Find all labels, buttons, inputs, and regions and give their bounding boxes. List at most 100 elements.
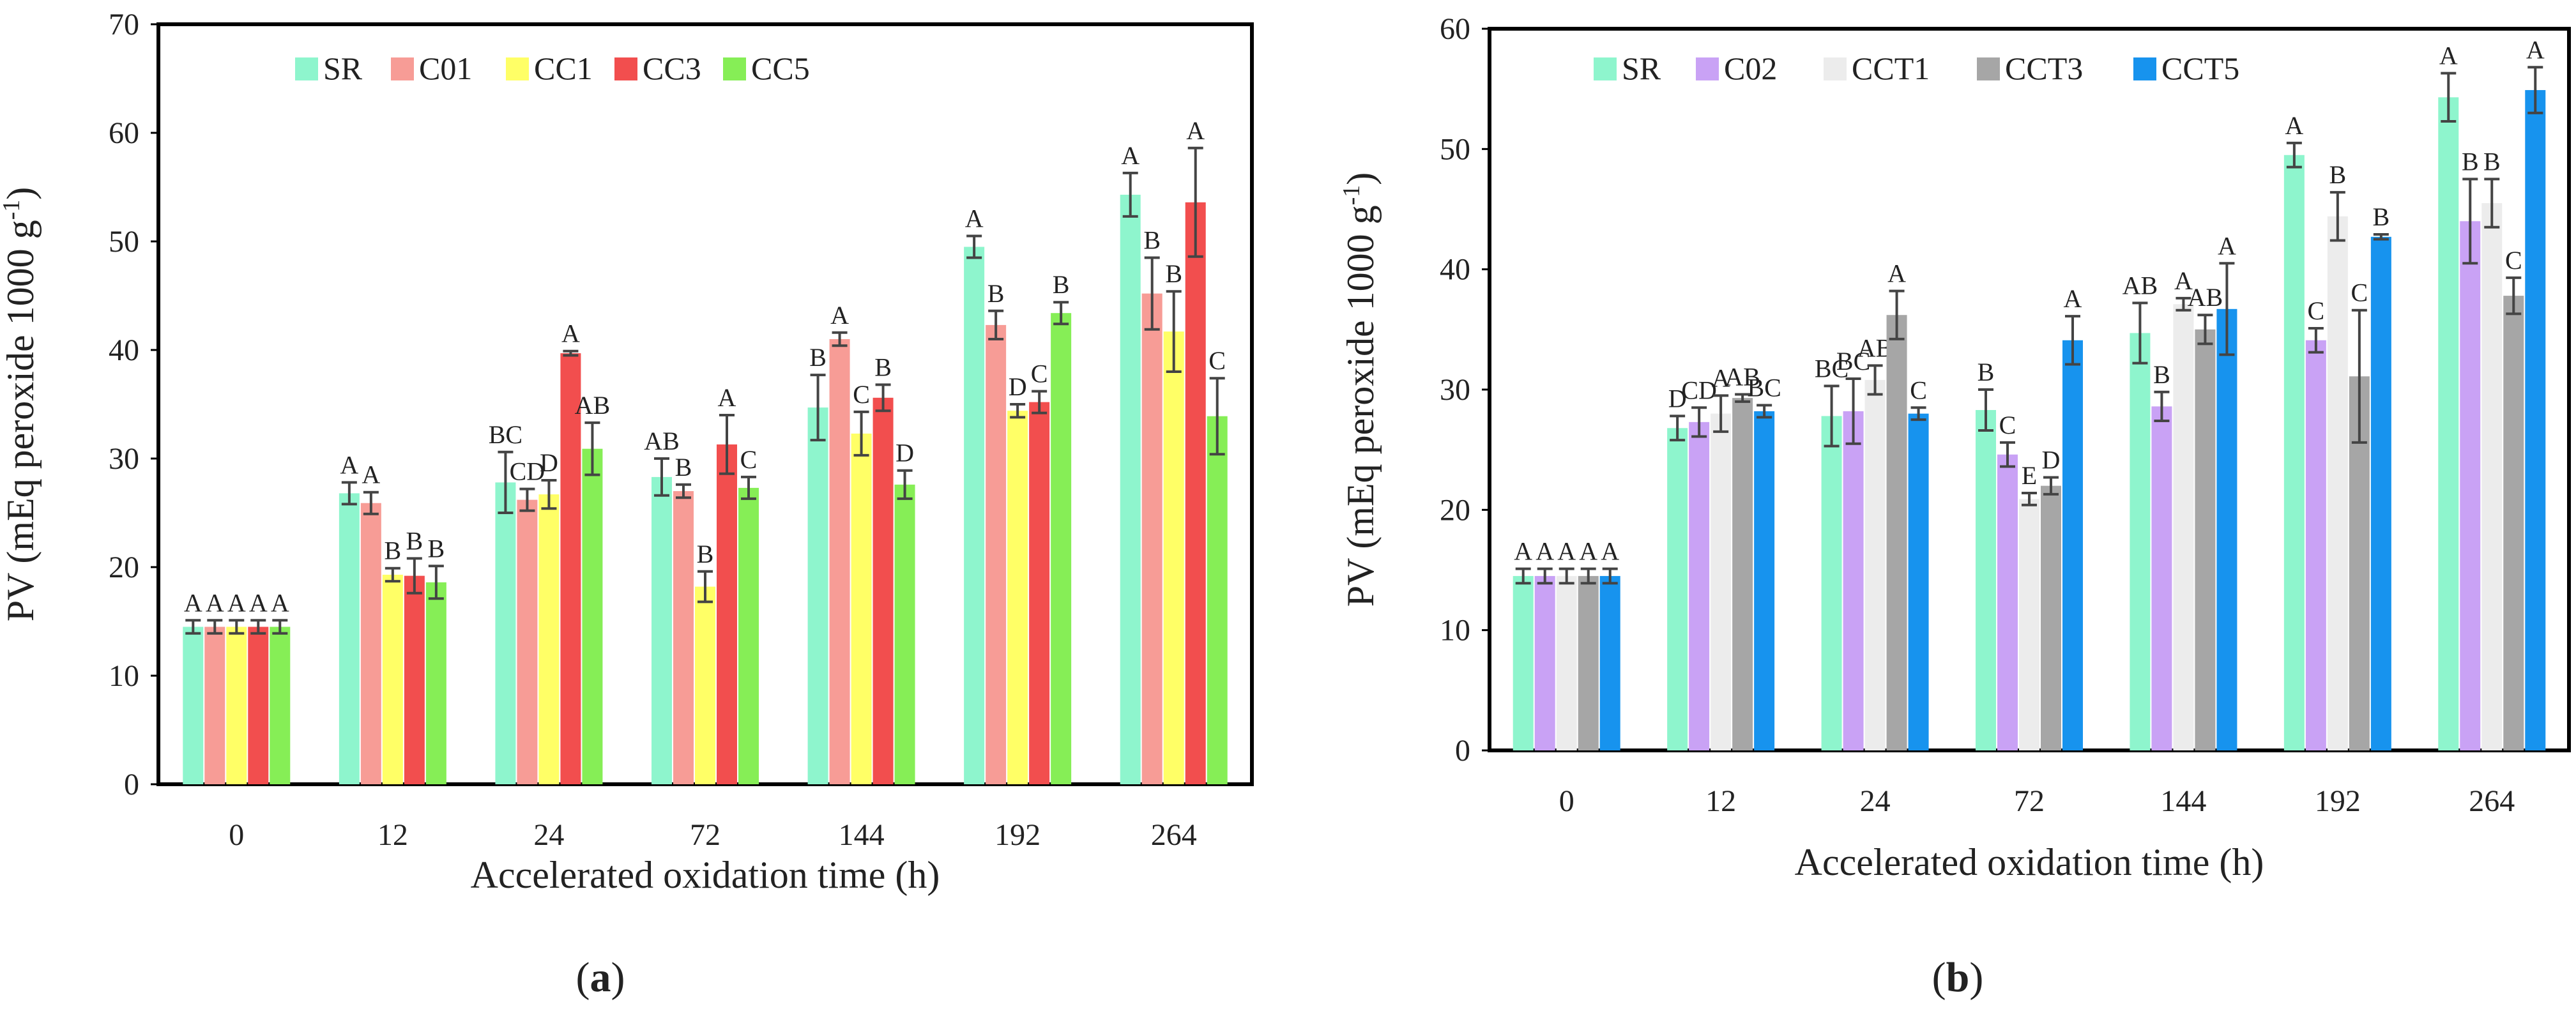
bar-c01-192 [986, 324, 1007, 784]
significance-letter: A [830, 301, 849, 330]
bar-c02-24 [1843, 411, 1864, 750]
bar-sr-72 [652, 476, 672, 784]
significance-letter: A [561, 319, 580, 348]
bar-cct1-72 [2019, 499, 2039, 750]
bar-c02-72 [1997, 454, 2018, 750]
significance-letter: B [1978, 358, 1995, 386]
y-tick-label: 50 [1440, 132, 1470, 166]
legend-swatch-c01 [391, 57, 414, 80]
significance-letter: BC [1747, 373, 1781, 402]
bar-cc1-144 [851, 433, 872, 784]
y-axis-label: PV (mEq peroxide 1000 g-1) [1338, 172, 1382, 607]
significance-letter: BC [1815, 354, 1848, 383]
bar-cc3-72 [717, 444, 737, 784]
y-tick-label: 0 [124, 768, 139, 801]
bar-cc1-72 [695, 586, 715, 784]
x-tick-label: 0 [1559, 784, 1574, 818]
bar-sr-192 [964, 247, 985, 784]
significance-letter: A [1514, 537, 1532, 566]
x-tick-label: 24 [1860, 784, 1891, 818]
significance-letter: AB [2123, 271, 2158, 300]
bar-c01-264 [1141, 293, 1162, 785]
bar-cc5-264 [1207, 416, 1228, 784]
legend-swatch-cct3 [1977, 57, 2000, 80]
legend-label-c02: C02 [1724, 50, 1777, 86]
legend-swatch-c02 [1696, 57, 1719, 80]
bar-sr-144 [2130, 333, 2151, 750]
significance-letter: C [2351, 278, 2368, 307]
significance-letter: A [2174, 266, 2193, 295]
legend-label-cc5: CC5 [751, 50, 810, 86]
legend-swatch-cct5 [2133, 57, 2156, 80]
y-tick-label: 40 [1440, 253, 1470, 287]
significance-letter: B [987, 279, 1005, 308]
x-tick-label: 12 [1705, 784, 1736, 818]
bar-cct3-264 [2503, 296, 2524, 751]
significance-letter: B [697, 540, 714, 568]
significance-letter: AB [2188, 283, 2223, 312]
significance-letter: A [249, 588, 268, 617]
significance-letter: A [1186, 116, 1205, 145]
y-tick-label: 70 [109, 8, 139, 42]
significance-letter: B [2153, 360, 2170, 389]
significance-letter: C [1031, 360, 1048, 388]
panel-caption: (b) [1932, 954, 1984, 1001]
significance-letter: B [675, 453, 692, 482]
significance-letter: C [1208, 346, 1226, 375]
bar-c02-144 [2151, 406, 2172, 750]
significance-letter: B [406, 526, 423, 555]
bar-cc5-144 [894, 484, 915, 784]
significance-letter: A [1557, 537, 1576, 566]
bar-cc3-192 [1029, 402, 1050, 784]
bar-cct5-12 [1754, 411, 1775, 750]
significance-letter: A [1121, 141, 1139, 170]
significance-letter: A [362, 460, 380, 489]
bar-c02-264 [2460, 221, 2481, 750]
legend-label-cct3: CCT3 [2005, 50, 2083, 86]
significance-letter: A [1536, 537, 1554, 566]
significance-letter: A [1712, 363, 1730, 392]
significance-letter: A [340, 450, 358, 479]
bar-c02-12 [1689, 422, 1710, 750]
bar-cct1-12 [1711, 413, 1732, 750]
bar-c02-192 [2305, 340, 2326, 750]
y-tick-label: 10 [1440, 614, 1470, 648]
bar-cct3-144 [2195, 329, 2216, 750]
significance-letter: B [1053, 270, 1070, 299]
significance-letter: A [2439, 42, 2458, 70]
significance-letter: D [896, 439, 914, 467]
bar-c01-0 [204, 627, 225, 784]
bar-cc5-24 [582, 448, 603, 784]
bar-sr-264 [1120, 194, 1141, 784]
y-tick-label: 50 [109, 225, 139, 259]
significance-letter: B [809, 343, 827, 372]
bar-sr-264 [2438, 97, 2459, 751]
bar-cc1-0 [226, 627, 247, 784]
bar-cc5-0 [270, 627, 291, 784]
y-tick-label: 20 [1440, 493, 1470, 527]
significance-letter: C [740, 445, 758, 474]
significance-letter: C [1999, 411, 2016, 439]
legend-label-sr: SR [1622, 50, 1661, 86]
bar-cct3-24 [1886, 315, 1907, 750]
bar-sr-0 [1513, 575, 1534, 750]
significance-letter: A [718, 383, 736, 412]
bar-c01-72 [673, 491, 694, 784]
bar-cc5-192 [1051, 313, 1072, 784]
significance-letter: E [2022, 461, 2037, 490]
bar-cct3-72 [2041, 485, 2061, 750]
bar-cc1-24 [538, 494, 560, 784]
bar-cc5-12 [425, 582, 446, 784]
significance-letter: B [2483, 147, 2501, 176]
significance-letter: B [2329, 160, 2347, 189]
x-tick-label: 192 [2315, 784, 2361, 818]
significance-letter: C [853, 380, 870, 409]
legend-swatch-cc5 [723, 57, 746, 80]
bar-c02-0 [1534, 575, 1555, 750]
x-axis-label: Accelerated oxidation time (h) [471, 854, 940, 896]
y-tick-label: 60 [1440, 12, 1470, 46]
significance-letter: B [874, 353, 892, 381]
